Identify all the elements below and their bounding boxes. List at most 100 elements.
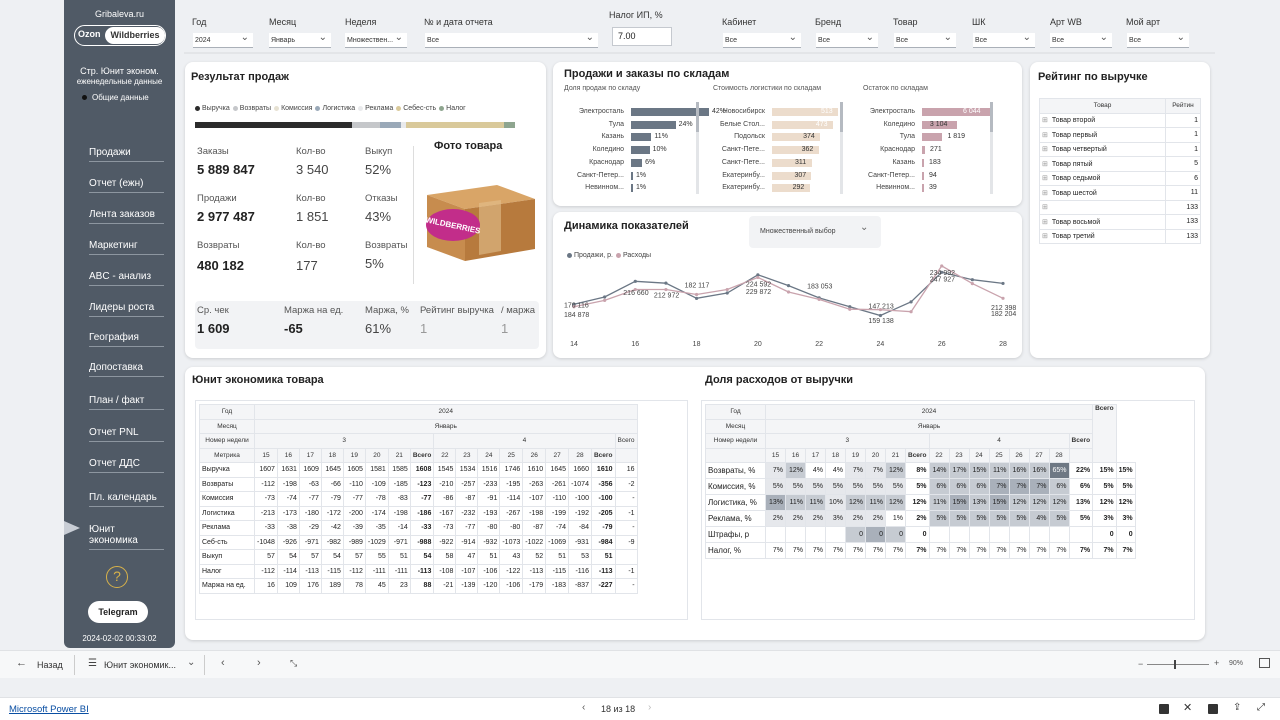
data-point[interactable] bbox=[603, 298, 607, 302]
filter-dropdown-9[interactable]: Все bbox=[1127, 30, 1189, 48]
zoom-slider-handle[interactable] bbox=[1174, 660, 1176, 669]
logistics-bar[interactable] bbox=[772, 158, 812, 167]
filter-dropdown-2[interactable]: Множествен... bbox=[345, 30, 407, 48]
logistics-bar[interactable] bbox=[772, 133, 821, 142]
toggle-wildberries[interactable]: Wildberries bbox=[105, 27, 165, 44]
data-point[interactable] bbox=[725, 287, 729, 292]
tax-input[interactable]: 7.00 bbox=[612, 27, 672, 46]
zoom-slider[interactable] bbox=[1147, 664, 1209, 665]
back-button[interactable]: Назад bbox=[37, 660, 63, 670]
filter-dropdown-3[interactable]: Все bbox=[425, 30, 598, 48]
sidebar-item-2[interactable]: Лента заказов bbox=[89, 209, 164, 224]
filter-dropdown-0[interactable]: 2024 bbox=[193, 30, 253, 48]
data-point[interactable] bbox=[848, 305, 852, 309]
data-point[interactable] bbox=[786, 284, 791, 288]
share-bar[interactable] bbox=[631, 120, 676, 129]
sidebar-item-0[interactable]: Продажи bbox=[89, 147, 164, 162]
unit-row[interactable]: Реклама -33 -38 -29 -42 -39 -35 -14 -33 -73 -77 -80… bbox=[199, 520, 638, 536]
expand-plus-icon[interactable]: ⊞ bbox=[1042, 218, 1048, 226]
rating-col-rank[interactable]: Рейтин bbox=[1165, 98, 1201, 114]
data-point[interactable] bbox=[725, 291, 729, 295]
general-data-radio[interactable]: Общие данные bbox=[82, 93, 149, 102]
rating-row[interactable]: ⊞ Товар четвертый 1 bbox=[1039, 141, 1201, 157]
data-point[interactable] bbox=[633, 279, 637, 283]
expense-row[interactable]: Реклама, % 2% 2% 2% 3% 2% 2% 1% 2% 5% 5% 5% 5% 5% 4% 5%… bbox=[705, 510, 1136, 527]
facebook-icon[interactable] bbox=[1159, 704, 1169, 714]
powerbi-link[interactable]: Microsoft Power BI bbox=[9, 704, 89, 715]
sidebar-item-9[interactable]: Отчет PNL bbox=[89, 427, 164, 442]
expand-plus-icon[interactable]: ⊞ bbox=[1042, 204, 1048, 212]
expand-plus-icon[interactable]: ⊞ bbox=[1042, 189, 1048, 197]
unit-row[interactable]: Себ-сть -1048 -926 -971 -982 -989 -1029 -971 -98… bbox=[199, 534, 638, 550]
rating-row[interactable]: ⊞ Товар шестой 11 bbox=[1039, 185, 1201, 201]
data-point[interactable] bbox=[909, 310, 913, 314]
expand-plus-icon[interactable]: ⊞ bbox=[1042, 233, 1048, 241]
filter-dropdown-5[interactable]: Все bbox=[816, 30, 878, 48]
expand-icon[interactable]: ⤡ bbox=[290, 658, 298, 668]
unit-row[interactable]: Налог -112 -114 -113 -115 -112 -111 -111 -113 -10… bbox=[199, 563, 638, 579]
filter-dropdown-7[interactable]: Все bbox=[973, 30, 1035, 48]
telegram-button[interactable]: Telegram bbox=[88, 601, 148, 623]
sidebar-item-10[interactable]: Отчет ДДС bbox=[89, 458, 164, 473]
prev-page-icon[interactable]: ‹ bbox=[221, 657, 225, 669]
expand-plus-icon[interactable]: ⊞ bbox=[1042, 160, 1048, 168]
data-point[interactable] bbox=[756, 275, 760, 280]
logistics-scrollbar-thumb[interactable] bbox=[840, 102, 843, 132]
sidebar-item-3[interactable]: Маркетинг bbox=[89, 240, 164, 255]
expense-row[interactable]: Возвраты, % 7% 12% 4% 4% 7% 7% 12% 8% 14% 17% 15% 11… bbox=[705, 462, 1136, 479]
filter-dropdown-4[interactable]: Все bbox=[723, 30, 801, 48]
rating-row[interactable]: ⊞ Товар второй 1 bbox=[1039, 112, 1201, 128]
logistics-scrollbar[interactable] bbox=[840, 102, 843, 194]
logistics-bar[interactable] bbox=[772, 171, 812, 180]
rating-row[interactable]: ⊞ Товар первый 1 bbox=[1039, 127, 1201, 143]
share-scrollbar-thumb[interactable] bbox=[696, 102, 699, 132]
share-bar[interactable] bbox=[631, 171, 633, 180]
data-point[interactable] bbox=[909, 300, 913, 304]
data-point[interactable] bbox=[572, 305, 576, 309]
data-point[interactable] bbox=[572, 302, 576, 306]
fit-page-icon[interactable] bbox=[1259, 658, 1270, 668]
data-point[interactable] bbox=[970, 282, 974, 286]
marketplace-toggle[interactable]: Ozon Wildberries bbox=[74, 25, 166, 46]
unit-row[interactable]: Маржа на ед. 16 109 176 189 78 45 23 88 -21 -139 -1… bbox=[199, 578, 638, 594]
sidebar-item-5[interactable]: Лидеры роста bbox=[89, 302, 164, 317]
unit-row[interactable]: Выкуп 57 54 57 54 57 55 51 54 58 47 51 43 52 51 53 51 bbox=[199, 549, 638, 565]
logistics-bar[interactable] bbox=[772, 146, 819, 155]
data-point[interactable] bbox=[633, 287, 637, 292]
expense-row[interactable]: Комиссия, % 5% 5% 5% 5% 5% 5% 5% 5% 6% 6% 6% 7% 7% 7% 6… bbox=[705, 478, 1136, 495]
expenses-table-wrap[interactable]: Год 2024 Всего Месяц Январь Номер недели 3 4 Все… bbox=[701, 400, 1195, 620]
stock-bar[interactable] bbox=[922, 108, 990, 116]
data-point[interactable] bbox=[664, 287, 668, 292]
back-arrow-icon[interactable]: ← bbox=[16, 657, 27, 669]
rating-row[interactable]: ⊞ Товар третий 133 bbox=[1039, 228, 1201, 244]
stock-bar[interactable] bbox=[922, 184, 924, 193]
data-point[interactable] bbox=[603, 295, 607, 299]
sidebar-item-11[interactable]: Пл. календарь bbox=[89, 492, 164, 507]
expand-plus-icon[interactable]: ⊞ bbox=[1042, 175, 1048, 183]
data-point[interactable] bbox=[817, 297, 821, 301]
expense-row[interactable]: Логистика, % 13% 11% 11% 10% 12% 11% 12% 12% 11% 1… bbox=[705, 494, 1136, 511]
help-icon[interactable]: ? bbox=[106, 566, 128, 588]
data-point[interactable] bbox=[878, 313, 883, 318]
page-menu-chevron-icon[interactable]: ⌄ bbox=[187, 657, 196, 668]
next-page-icon[interactable]: › bbox=[257, 657, 261, 669]
unit-row[interactable]: Комиссия -73 -74 -77 -79 -77 -78 -83 -77 -86 -87 -9… bbox=[199, 491, 638, 507]
unit-table-wrap[interactable]: Год 2024 Месяц Январь Номер недели 3 4 Всего Мет… bbox=[195, 400, 688, 620]
footer-next-icon[interactable]: › bbox=[648, 702, 652, 713]
share-bar[interactable] bbox=[631, 146, 650, 155]
page-list-icon[interactable]: ☰ bbox=[88, 658, 97, 669]
data-point[interactable] bbox=[1001, 296, 1005, 300]
data-point[interactable] bbox=[664, 281, 668, 285]
stock-bar[interactable] bbox=[922, 120, 957, 129]
page-menu[interactable]: Юнит экономик... bbox=[104, 660, 176, 670]
filter-dropdown-8[interactable]: Все bbox=[1050, 30, 1112, 48]
logistics-bar[interactable] bbox=[772, 184, 810, 193]
share-bar[interactable] bbox=[631, 184, 633, 193]
unit-row[interactable]: Возвраты -112 -198 -63 -66 -110 -109 -185 -123 -2… bbox=[199, 476, 638, 492]
rating-row[interactable]: ⊞ 133 bbox=[1039, 199, 1201, 215]
stock-bar[interactable] bbox=[922, 133, 943, 142]
rating-col-product[interactable]: Товар bbox=[1039, 98, 1166, 114]
data-point[interactable] bbox=[878, 308, 883, 312]
stock-scrollbar[interactable] bbox=[990, 102, 993, 194]
